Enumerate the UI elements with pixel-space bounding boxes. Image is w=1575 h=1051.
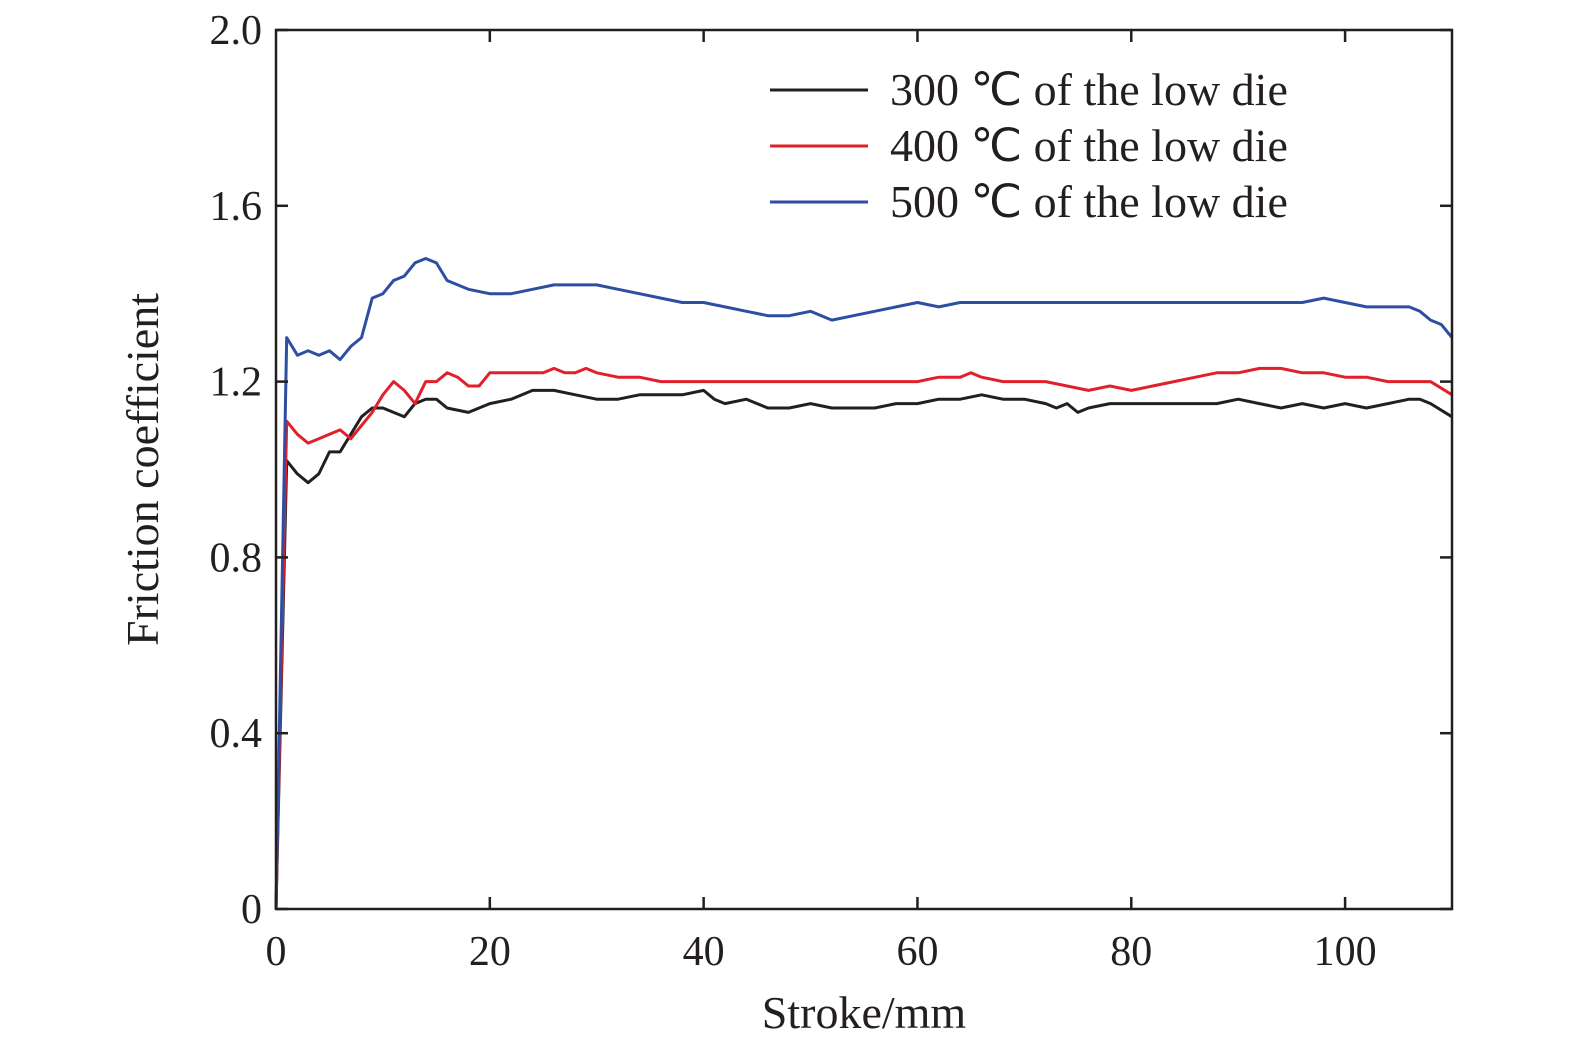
plot-frame [274,28,1454,911]
legend-label-1: 300 ℃ of the low die [890,64,1288,115]
y-tick-label: 0.4 [210,711,263,757]
legend-label-3: 500 ℃ of the low die [890,176,1288,227]
ticks-layer: 0 20 40 60 80 100 0 0.4 0.8 1.2 1.6 2.0 [210,8,1452,975]
x-tick-label: 80 [1110,929,1152,975]
x-tick-label: 60 [896,929,938,975]
x-axis-title: Stroke/mm [762,987,967,1038]
y-axis-title: Friction coefficient [117,293,168,646]
series-line-1 [274,388,1453,910]
y-tick-label: 1.2 [210,360,263,406]
legend-label-2: 400 ℃ of the low die [890,120,1288,171]
y-tick-label: 2.0 [210,8,263,54]
y-tick-label: 1.6 [210,184,263,230]
series-layer [274,257,1454,910]
y-tick-label: 0 [241,887,262,933]
x-tick-label: 20 [469,929,511,975]
x-tick-label: 0 [266,929,287,975]
y-tick-label: 0.8 [210,535,263,581]
x-tick-label: 100 [1314,929,1377,975]
x-tick-label: 40 [683,929,725,975]
series-line-3 [274,257,1454,910]
series-line-2 [274,366,1453,910]
